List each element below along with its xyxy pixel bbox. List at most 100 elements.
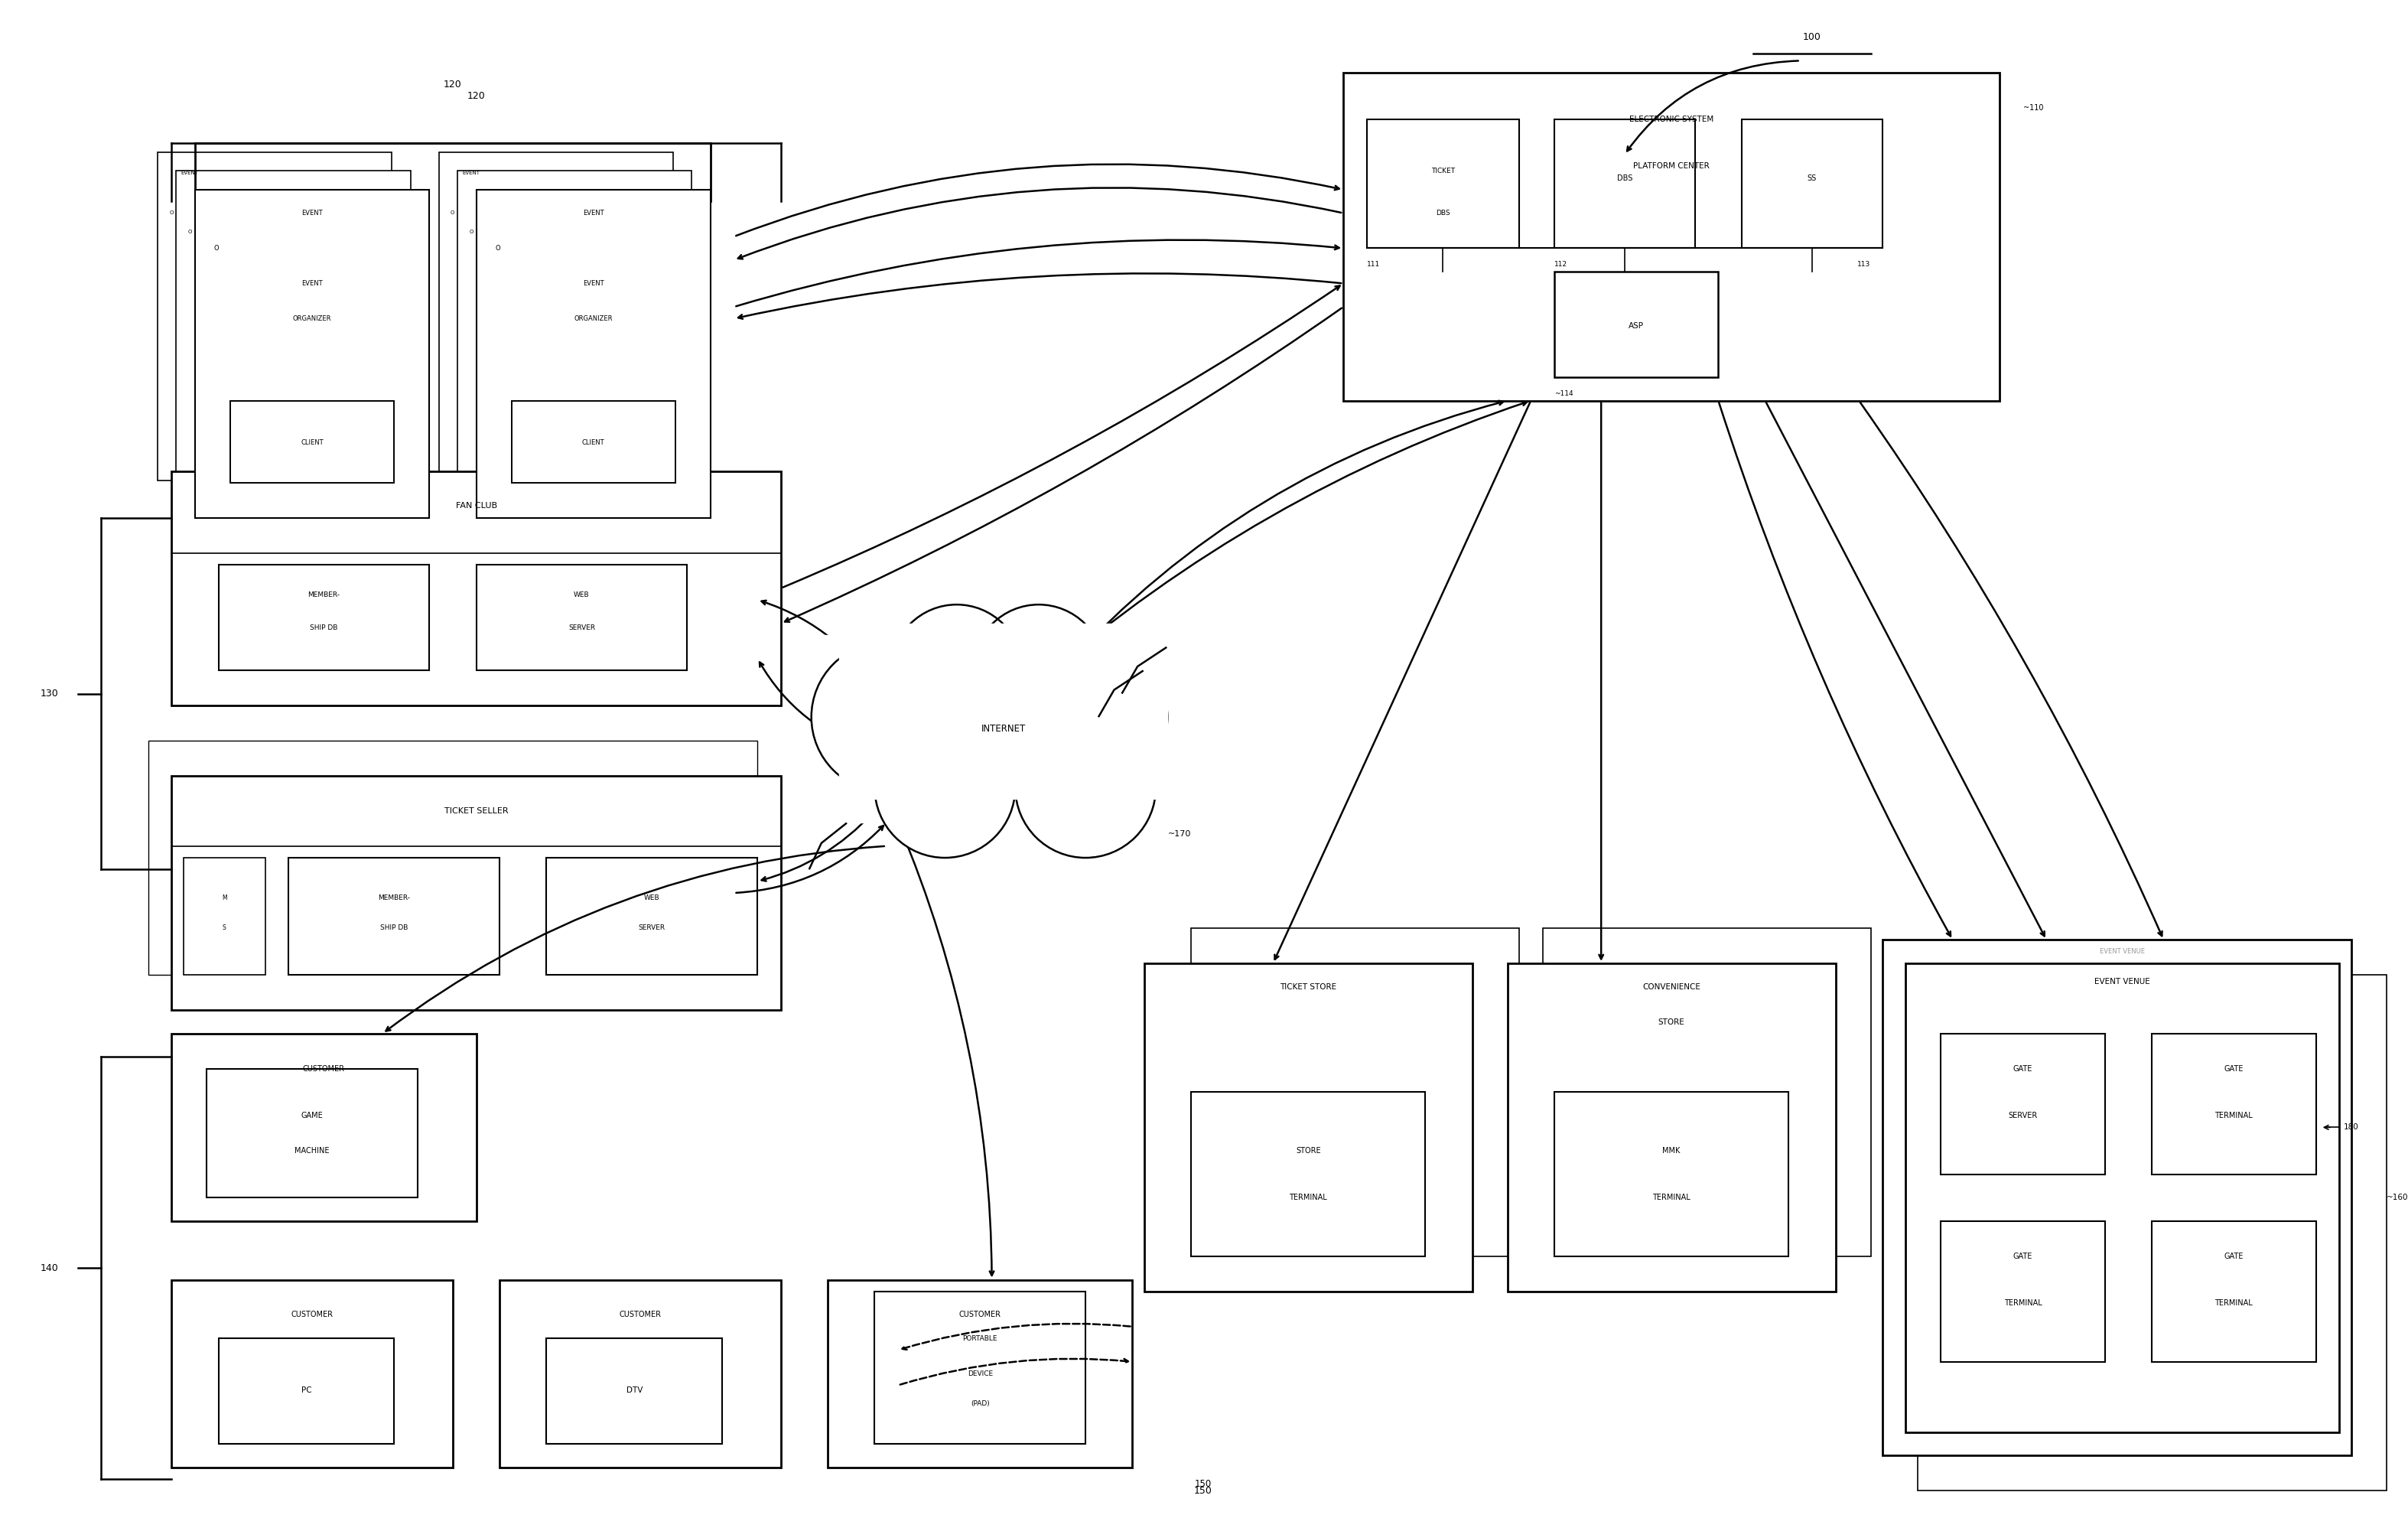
Text: S: S (222, 924, 226, 932)
Bar (547, 857, 759, 975)
Text: PC: PC (301, 1386, 311, 1394)
Bar (1917, 975, 2386, 1491)
Bar (1507, 963, 1835, 1291)
Text: EVENT: EVENT (462, 171, 479, 176)
Text: MEMBER-: MEMBER- (378, 894, 409, 902)
Bar (547, 1339, 722, 1444)
Bar (219, 565, 429, 671)
Text: CUSTOMER: CUSTOMER (303, 1065, 344, 1073)
Text: O: O (169, 211, 173, 215)
Bar (1144, 963, 1471, 1291)
Text: CONVENIENCE: CONVENIENCE (1642, 983, 1700, 990)
Bar (171, 1033, 477, 1221)
Text: STORE: STORE (1296, 1148, 1320, 1155)
Text: DBS: DBS (1435, 209, 1450, 217)
Text: SERVER: SERVER (568, 625, 595, 631)
Bar (510, 400, 674, 483)
Text: ~110: ~110 (2023, 104, 2044, 112)
Text: O: O (450, 211, 455, 215)
Circle shape (1016, 717, 1156, 857)
Text: CUSTOMER: CUSTOMER (619, 1311, 662, 1319)
Text: PORTABLE: PORTABLE (963, 1335, 997, 1342)
Text: TICKET: TICKET (1430, 168, 1454, 174)
Bar (207, 1068, 417, 1198)
Text: INTERNET: INTERNET (980, 724, 1026, 733)
Text: WEB: WEB (643, 894, 660, 902)
Text: 140: 140 (41, 1264, 58, 1273)
Text: DBS: DBS (1616, 174, 1633, 182)
Text: EVENT: EVENT (482, 189, 498, 194)
Text: MMK: MMK (1662, 1148, 1681, 1155)
Text: 120: 120 (467, 92, 486, 101)
Text: (PAD): (PAD) (970, 1401, 990, 1407)
Text: MEMBER-: MEMBER- (308, 591, 340, 599)
Bar (1553, 1093, 1789, 1256)
Text: EVENT: EVENT (583, 209, 604, 217)
Bar (1905, 963, 2338, 1432)
Text: EVENT: EVENT (200, 189, 217, 194)
Text: 120: 120 (443, 79, 462, 89)
Bar (1192, 927, 1519, 1256)
Circle shape (973, 605, 1105, 736)
Circle shape (891, 605, 1023, 736)
Text: ~160: ~160 (2386, 1193, 2408, 1201)
Text: EVENT VENUE: EVENT VENUE (2100, 947, 2146, 955)
Text: DTV: DTV (626, 1386, 643, 1394)
Bar (1344, 72, 1999, 400)
Circle shape (874, 717, 1016, 857)
Text: GATE: GATE (2225, 1065, 2244, 1073)
Text: ~114: ~114 (1553, 390, 1572, 397)
Text: O: O (496, 244, 501, 252)
Bar (874, 1291, 1086, 1444)
Text: SS: SS (1808, 174, 1816, 182)
Text: ORGANIZER: ORGANIZER (573, 315, 612, 322)
Bar (149, 741, 759, 975)
Text: FAN CLUB: FAN CLUB (455, 503, 496, 510)
Bar (1368, 119, 1519, 248)
Text: TERMINAL: TERMINAL (2215, 1299, 2254, 1306)
Text: MACHINE: MACHINE (294, 1148, 330, 1155)
Text: CLIENT: CLIENT (301, 440, 323, 446)
Text: SERVER: SERVER (638, 924, 665, 932)
Text: GAME: GAME (301, 1112, 323, 1120)
Text: O: O (214, 244, 219, 252)
Bar (477, 189, 710, 518)
Bar (171, 471, 780, 706)
Bar (231, 400, 395, 483)
Text: WEB: WEB (573, 591, 590, 599)
Polygon shape (840, 623, 1168, 799)
Text: GATE: GATE (2225, 1253, 2244, 1261)
Bar (2153, 1033, 2316, 1174)
Bar (219, 1339, 395, 1444)
Bar (1553, 272, 1719, 377)
Text: SHIP DB: SHIP DB (311, 625, 337, 631)
Text: GATE: GATE (2013, 1253, 2032, 1261)
Text: 100: 100 (1804, 32, 1820, 43)
Text: SERVER: SERVER (2008, 1112, 2037, 1120)
Bar (1941, 1221, 2105, 1361)
Text: TERMINAL: TERMINAL (1288, 1193, 1327, 1201)
Text: TICKET STORE: TICKET STORE (1279, 983, 1336, 990)
Text: O: O (188, 229, 193, 234)
Circle shape (1050, 659, 1168, 776)
Text: CUSTOMER: CUSTOMER (291, 1311, 332, 1319)
Text: EVENT VENUE: EVENT VENUE (2095, 978, 2150, 986)
Text: ORGANIZER: ORGANIZER (294, 315, 332, 322)
Text: 180: 180 (2343, 1123, 2357, 1131)
Text: TERMINAL: TERMINAL (2215, 1112, 2254, 1120)
Text: 150: 150 (1194, 1485, 1211, 1496)
Text: 113: 113 (1857, 261, 1871, 267)
Bar (477, 565, 686, 671)
Text: EVENT: EVENT (181, 171, 197, 176)
Bar (1192, 1093, 1426, 1256)
Text: TERMINAL: TERMINAL (1652, 1193, 1690, 1201)
Text: STORE: STORE (1659, 1018, 1686, 1025)
Bar (458, 171, 691, 500)
Text: O: O (470, 229, 474, 234)
Bar (289, 857, 501, 975)
Text: TICKET SELLER: TICKET SELLER (443, 807, 508, 814)
Text: 112: 112 (1553, 261, 1568, 267)
Bar (2153, 1221, 2316, 1361)
Text: M: M (222, 894, 226, 902)
Text: ~170: ~170 (1168, 831, 1192, 839)
